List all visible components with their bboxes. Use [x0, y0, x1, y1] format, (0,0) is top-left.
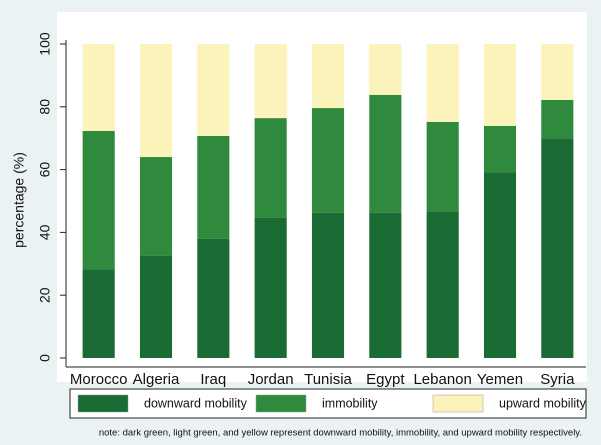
bar-segment: [82, 44, 115, 131]
legend-swatch: [255, 394, 307, 413]
bar-segment: [369, 44, 402, 95]
legend: [69, 388, 587, 419]
x-tick-label: Lebanon: [413, 371, 471, 388]
bar-segment: [254, 44, 287, 119]
x-tick-label: Algeria: [133, 371, 180, 388]
bar-segment: [139, 44, 173, 158]
bar-segment: [426, 121, 459, 212]
x-tick-label: Iraq: [200, 371, 226, 388]
bar-segment: [369, 94, 402, 213]
bar-segment: [311, 212, 345, 358]
bar-segment: [82, 269, 115, 358]
y-tick-label: 40: [37, 224, 53, 240]
x-tick-label: Syria: [540, 371, 575, 388]
bar-segment: [197, 136, 230, 239]
bar-segment: [254, 118, 287, 218]
bar-segment: [483, 44, 517, 126]
bar-segment: [483, 172, 517, 358]
bar-segment: [197, 44, 230, 137]
bar-segment: [541, 44, 574, 100]
x-tick-label: Tunisia: [304, 371, 352, 388]
y-tick-label: 20: [37, 287, 53, 303]
bar-segment: [426, 44, 459, 122]
x-tick-label: Yemen: [477, 371, 523, 388]
bar-segment: [483, 125, 517, 173]
x-tick-label: Morocco: [70, 371, 128, 388]
legend-swatch: [77, 394, 129, 413]
bar-segment: [197, 238, 230, 358]
bar-segment: [311, 108, 345, 213]
y-tick-label: 60: [37, 162, 53, 178]
y-tick-label: 80: [37, 99, 53, 115]
y-tick-label: 0: [37, 354, 53, 362]
bar-segment: [311, 44, 345, 109]
legend-label: upward mobility: [499, 396, 587, 410]
bar-segment: [426, 211, 459, 358]
legend-label: immobility: [322, 396, 378, 410]
y-axis-title: percentage (%): [11, 152, 27, 248]
bar-segment: [139, 255, 173, 358]
legend-label: downward mobility: [144, 396, 248, 410]
bar-segment: [541, 99, 574, 139]
bar-segment: [82, 130, 115, 270]
x-tick-label: Jordan: [248, 371, 294, 388]
bar-segment: [369, 212, 402, 358]
y-tick-label: 100: [37, 32, 53, 56]
bar-segment: [139, 157, 173, 256]
x-tick-label: Egypt: [366, 371, 405, 388]
bar-segment: [541, 138, 574, 358]
note: note: dark green, light green, and yello…: [99, 428, 582, 439]
bar-segment: [254, 217, 287, 358]
legend-swatch: [432, 394, 484, 413]
